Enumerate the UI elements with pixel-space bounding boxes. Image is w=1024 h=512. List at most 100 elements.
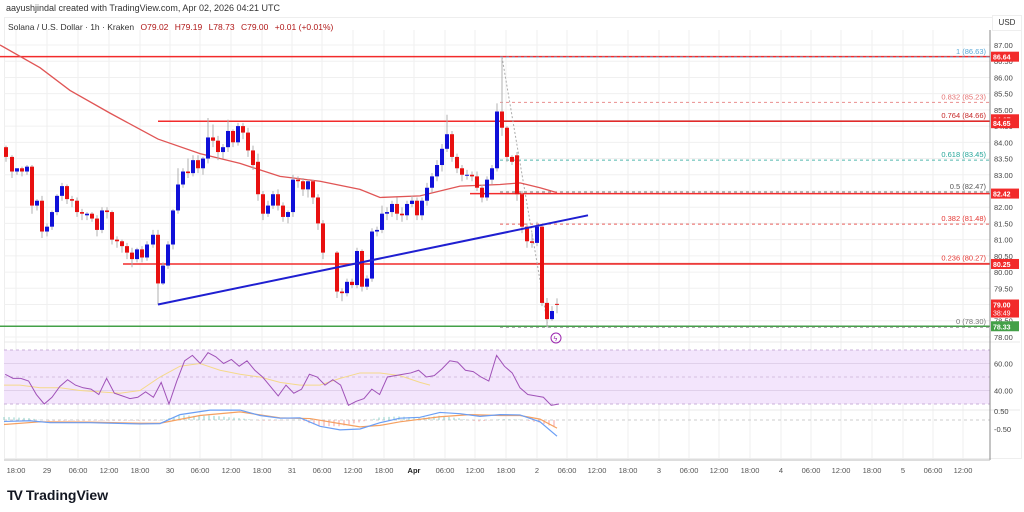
- candle-bearish: [130, 252, 134, 260]
- candle-bearish: [105, 210, 109, 213]
- time-tick: 12:00: [832, 466, 851, 475]
- time-tick: 06:00: [191, 466, 210, 475]
- time-tick: 2: [535, 466, 539, 475]
- price-tick: 79.50: [994, 284, 1013, 293]
- ohlc-open: O79.02: [140, 22, 169, 32]
- candle-bearish: [90, 213, 94, 219]
- time-tick: 12:00: [222, 466, 241, 475]
- candle-bullish: [45, 226, 49, 232]
- candle-bearish: [70, 199, 74, 201]
- symbol-title[interactable]: Solana / U.S. Dollar · 1h · Kraken: [8, 22, 135, 32]
- candle-bullish: [181, 171, 185, 185]
- candle-bearish: [450, 134, 454, 157]
- candle-bearish: [10, 156, 14, 172]
- tradingview-logo-icon: TV: [7, 487, 23, 503]
- candle-bullish: [495, 111, 499, 169]
- price-tick: 86.50: [994, 57, 1013, 66]
- candle-bullish: [380, 213, 384, 230]
- macd-tick: 0.50: [994, 407, 1009, 416]
- candle-bearish: [4, 147, 8, 157]
- rsi-line: [4, 352, 560, 407]
- candle-bearish: [340, 291, 344, 294]
- candle-bearish: [75, 200, 79, 213]
- candle-bullish: [201, 158, 205, 169]
- candle-bearish: [555, 303, 559, 305]
- candle-bearish: [281, 205, 285, 217]
- candle-bullish: [370, 231, 374, 279]
- ohlc-change: +0.01 (+0.01%): [274, 22, 334, 32]
- time-tick: 12:00: [100, 466, 119, 475]
- fib-level-label: 0 (78.30): [956, 317, 987, 326]
- candle-bullish: [25, 166, 29, 172]
- time-tick: 18:00: [863, 466, 882, 475]
- candle-bullish: [291, 179, 295, 213]
- candle-bullish: [425, 187, 429, 201]
- price-badge-label: 84.65: [993, 121, 1011, 128]
- candle-bearish: [475, 176, 479, 188]
- time-tick: 06:00: [69, 466, 88, 475]
- time-tick: 30: [166, 466, 174, 475]
- candle-bearish: [20, 168, 24, 172]
- fib-level-label: 1 (86.63): [956, 47, 987, 56]
- time-tick: 12:00: [466, 466, 485, 475]
- price-tick: 82.00: [994, 203, 1013, 212]
- candle-bullish: [550, 311, 554, 320]
- price-badge: [991, 118, 1019, 129]
- candle-bearish: [276, 194, 280, 206]
- candle-bearish: [211, 137, 215, 141]
- rsi-tick: 40.00: [994, 387, 1013, 396]
- candle-bearish: [311, 181, 315, 198]
- time-tick: 18:00: [131, 466, 150, 475]
- chart-credit: aayushjindal created with TradingView.co…: [6, 3, 280, 13]
- candle-bearish: [470, 174, 474, 177]
- price-badge-label: 82.42: [993, 192, 1011, 199]
- candle-bearish: [335, 252, 339, 292]
- ohlc-high: H79.19: [174, 22, 203, 32]
- candle-bearish: [156, 234, 160, 284]
- candle-bearish: [95, 218, 99, 230]
- candle-bearish: [216, 140, 220, 153]
- candle-bullish: [405, 203, 409, 216]
- price-badge-label: 80.25: [993, 262, 1011, 269]
- trendline[interactable]: [157, 214, 589, 306]
- candle-bearish: [110, 212, 114, 240]
- candle-bullish: [410, 200, 414, 204]
- macd-signal-line: [3, 411, 558, 429]
- price-tick: 85.50: [994, 90, 1013, 99]
- candle-bearish: [246, 132, 250, 151]
- candle-bearish: [125, 246, 129, 253]
- price-badge: [991, 321, 1019, 332]
- candle-bearish: [460, 168, 464, 175]
- countdown-label: 38:49: [993, 311, 1011, 318]
- price-badge-label: 78.33: [993, 324, 1011, 331]
- candle-bullish: [535, 226, 539, 243]
- candle-bullish: [345, 281, 349, 294]
- price-tick: 83.50: [994, 155, 1013, 164]
- candle-bearish: [120, 241, 124, 247]
- chart-frame: [4, 17, 1022, 459]
- currency-button[interactable]: USD: [992, 15, 1022, 31]
- price-tick: 81.00: [994, 236, 1013, 245]
- time-tick: 3: [657, 466, 661, 475]
- candle-bullish: [221, 147, 225, 153]
- macd-line: [3, 409, 558, 437]
- candle-bullish: [490, 168, 494, 180]
- candle-bearish: [350, 281, 354, 286]
- candle-bearish: [231, 130, 235, 143]
- candle-bearish: [525, 226, 529, 242]
- candle-bullish: [390, 203, 394, 213]
- time-tick: 18:00: [497, 466, 516, 475]
- candle-bearish: [30, 166, 34, 206]
- sma-line: [0, 44, 558, 199]
- candle-bearish: [455, 156, 459, 169]
- alert-bolt-icon: ϟ: [554, 336, 558, 343]
- brand-name: TradingView: [25, 487, 109, 503]
- time-tick: 18:00: [741, 466, 760, 475]
- candle-bullish: [365, 278, 369, 287]
- alert-icon[interactable]: [550, 332, 562, 344]
- candle-bullish: [100, 210, 104, 230]
- candle-bearish: [261, 194, 265, 214]
- candle-bullish: [60, 186, 64, 196]
- fib-level-label: 0.5 (82.47): [950, 182, 987, 191]
